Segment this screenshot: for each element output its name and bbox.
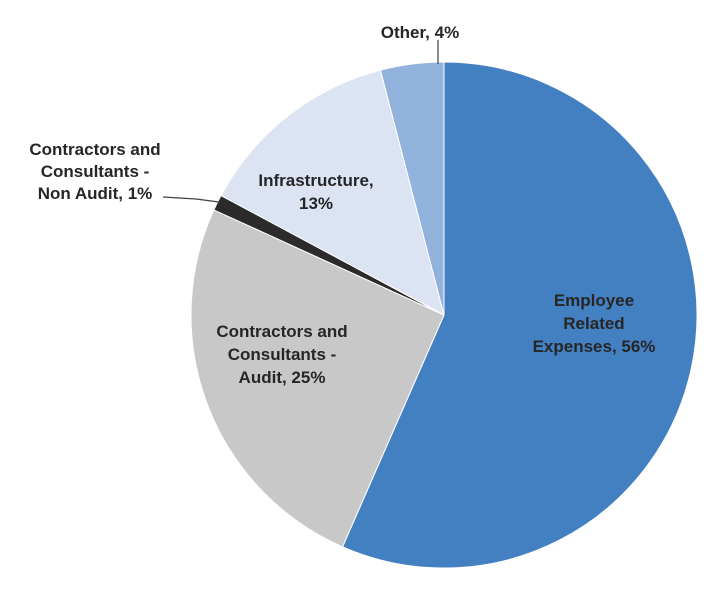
slice-contractors-audit: [190, 209, 445, 548]
label-infrastructure: Infrastructure, 13%: [258, 171, 373, 213]
leader-lines: [162, 40, 439, 203]
data-labels: Employee Related Expenses, 56% Contractors …: [29, 23, 655, 387]
label-employee-related-expenses: Employee Related Expenses, 56%: [533, 291, 656, 356]
slice-infrastructure: [220, 69, 445, 316]
label-other: Other, 4%: [381, 23, 459, 42]
label-contractors-non-audit: Contractors and Consultants -Non Audit, 1…: [29, 140, 160, 203]
label-contractors-audit: Contractors and Consultants -Audit, 25%: [216, 322, 347, 387]
slice-other: [379, 61, 445, 316]
slice-employee-related-expenses: [341, 61, 698, 569]
pie-slices: [190, 61, 698, 569]
leader-line-non-audit: [162, 196, 220, 203]
